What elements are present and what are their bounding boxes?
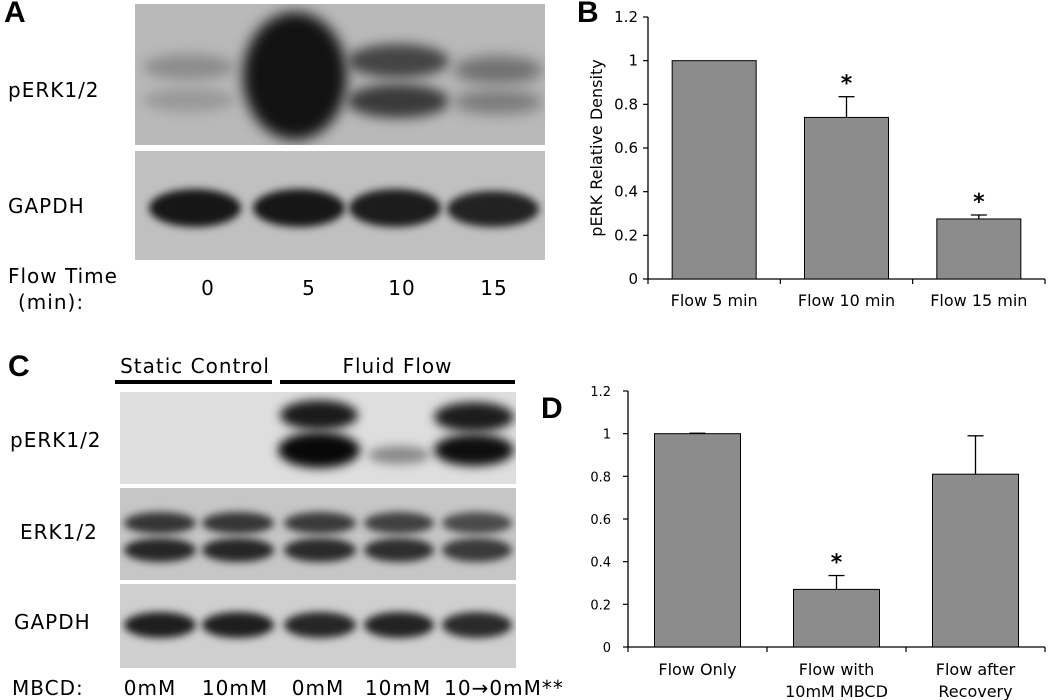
blot-a-lane-label: 10	[388, 276, 416, 300]
chart-d-bar	[793, 588, 880, 648]
blot-c-row-label-erk: ERK1/2	[20, 520, 98, 544]
blot-c-perk-image	[120, 392, 516, 484]
chart-b-y-tick-label: 0.4	[614, 183, 638, 201]
chart-d-group: 0 0.2 0.4 0.6 0.8 1 1.2 Flow Only * Flow with 10mM…	[590, 385, 1046, 700]
chart-b-significance-marker: *	[973, 190, 985, 215]
chart-b-bar	[804, 116, 889, 280]
blot-a-row-label-gapdh: GAPDH	[8, 194, 85, 218]
blot-c-erk-band-lane-1-lower	[124, 538, 196, 562]
chart-b-bar	[936, 218, 1022, 280]
chart-b-y-tick-label: 0.2	[614, 226, 638, 244]
blot-a-axis-label-line1: Flow Time	[8, 264, 118, 288]
blot-c-perk-band-lane-3-lower	[278, 432, 360, 468]
panel-letter-a: A	[4, 0, 26, 29]
blot-c-erk-band-lane-2-lower	[202, 538, 274, 562]
blot-a-lane-label: 5	[302, 276, 316, 300]
chart-b-x-tick-label: Flow 10 min	[798, 291, 895, 310]
chart-d-x-tick-label: Recovery	[938, 682, 1012, 700]
blot-c-row-label-perk: pERK1/2	[10, 428, 102, 452]
blot-a-gapdh-band-lane-15	[447, 191, 539, 227]
chart-b-y-tick-label: 0	[628, 270, 638, 288]
blot-c-gapdh-band-lane-5	[442, 612, 512, 638]
blot-a-gapdh-band-lane-10	[349, 189, 441, 227]
blot-c-gapdh-band-lane-1	[124, 612, 196, 638]
blot-c-row-label-gapdh: GAPDH	[14, 610, 91, 634]
chart-d-y-tick-label: 1.2	[590, 385, 611, 400]
blot-c-perk-band-lane-4	[368, 446, 430, 464]
chart-d-y-tick-label: 0.6	[590, 513, 611, 528]
chart-b-bar	[671, 60, 757, 280]
blot-a-perk-band-lane-10-upper	[347, 44, 449, 78]
blot-c-gapdh-image	[120, 584, 516, 668]
chart-d-y-tick-label: 1	[603, 428, 611, 443]
blot-a-axis-label-line2: (min):	[18, 290, 85, 314]
chart-b-group: 0 0.2 0.4 0.6 0.8 1 1.2 pERK Relative Density Fl…	[587, 8, 1046, 310]
blot-a-lane-label: 0	[201, 276, 215, 300]
chart-b-x-tick-label: Flow 15 min	[930, 291, 1027, 310]
chart-b-y-axis-label: pERK Relative Density	[587, 59, 606, 236]
panel-letter-d: D	[541, 392, 563, 425]
blot-c-lane-label: 10mM	[201, 676, 269, 700]
blot-c-erk-band-lane-4-lower	[364, 538, 434, 562]
blot-c-perk-band-lane-5-lower	[434, 434, 514, 466]
chart-d-y-tick-label: 0.4	[590, 556, 611, 571]
chart-d-y-tick-label: 0.8	[590, 470, 611, 485]
blot-c-erk-band-lane-2-upper	[202, 512, 274, 534]
chart-d-bar	[654, 433, 741, 648]
chart-d-y-tick-label: 0	[603, 641, 611, 656]
blot-a-perk-band-lane-15-upper	[453, 56, 543, 84]
chart-b-y-tick-label: 0.8	[614, 95, 638, 113]
chart-b-y-tick-label: 0.6	[614, 139, 638, 157]
blot-c-lane-label: 0mM	[291, 676, 345, 700]
chart-d-x-tick-label: 10mM MBCD	[785, 682, 888, 700]
chart-b-significance-marker: *	[841, 72, 853, 97]
blot-a-perk-band-lane-15-lower	[453, 90, 543, 114]
blot-a-perk-band-lane-0-upper	[143, 54, 235, 80]
blot-c-lane-label: 10→0mM**	[444, 676, 564, 700]
blot-c-erk-band-lane-1-upper	[124, 512, 196, 534]
chart-b-x-tick-label: Flow 5 min	[671, 291, 758, 310]
chart-b-y-tick-label: 1	[628, 52, 638, 70]
chart-d-x-tick-label: Flow Only	[658, 660, 736, 679]
chart-d-y-tick-label: 0.2	[590, 598, 611, 613]
blot-c-gapdh-band-lane-2	[202, 612, 274, 638]
chart-d-x-tick-label: Flow after	[936, 660, 1016, 679]
panel-letter-b: B	[577, 0, 599, 29]
blot-c-gapdh-band-lane-4	[364, 612, 434, 638]
blot-c-gapdh-band-lane-3	[284, 612, 356, 638]
blot-a-perk-band-lane-10-lower	[347, 84, 449, 118]
blot-c-lane-label: 10mM	[364, 676, 432, 700]
blot-a-perk-image	[135, 4, 545, 145]
blot-a-gapdh-band-lane-5	[253, 189, 345, 227]
blot-a-gapdh-band-lane-0	[149, 189, 241, 227]
blot-a-row-label-perk: pERK1/2	[8, 78, 100, 102]
blot-c-perk-band-lane-3-upper	[280, 400, 358, 430]
blot-a-perk-band-lane-5	[243, 12, 347, 140]
blot-c-group-label-static: Static Control	[120, 354, 270, 378]
chart-d-significance-marker: *	[831, 551, 843, 576]
blot-c-lane-label: 0mM	[123, 676, 177, 700]
blot-c-erk-image	[120, 488, 516, 580]
blot-c-erk-band-lane-3-upper	[284, 512, 356, 534]
blot-c-erk-band-lane-3-lower	[284, 538, 356, 562]
blot-c-perk-band-lane-5-upper	[434, 402, 514, 432]
blot-c-erk-band-lane-5-upper	[442, 512, 512, 534]
panel-letter-c: C	[8, 350, 30, 383]
blot-a-gapdh-image	[135, 151, 545, 260]
blot-c-erk-band-lane-4-upper	[364, 512, 434, 534]
blot-c-group-label-flow: Fluid Flow	[342, 354, 453, 378]
blot-c-erk-band-lane-5-lower	[442, 538, 512, 562]
blot-a-perk-band-lane-0-lower	[143, 88, 235, 112]
blot-c-group-bar-flow	[280, 380, 515, 384]
blot-c-group-bar-static	[115, 380, 272, 384]
chart-b-y-tick-label: 1.2	[614, 8, 638, 26]
chart-d-x-tick-label: Flow with	[799, 660, 875, 679]
blot-c-treatment-label: MBCD:	[12, 676, 84, 700]
chart-d-bar	[932, 473, 1019, 648]
blot-a-lane-label: 15	[480, 276, 508, 300]
